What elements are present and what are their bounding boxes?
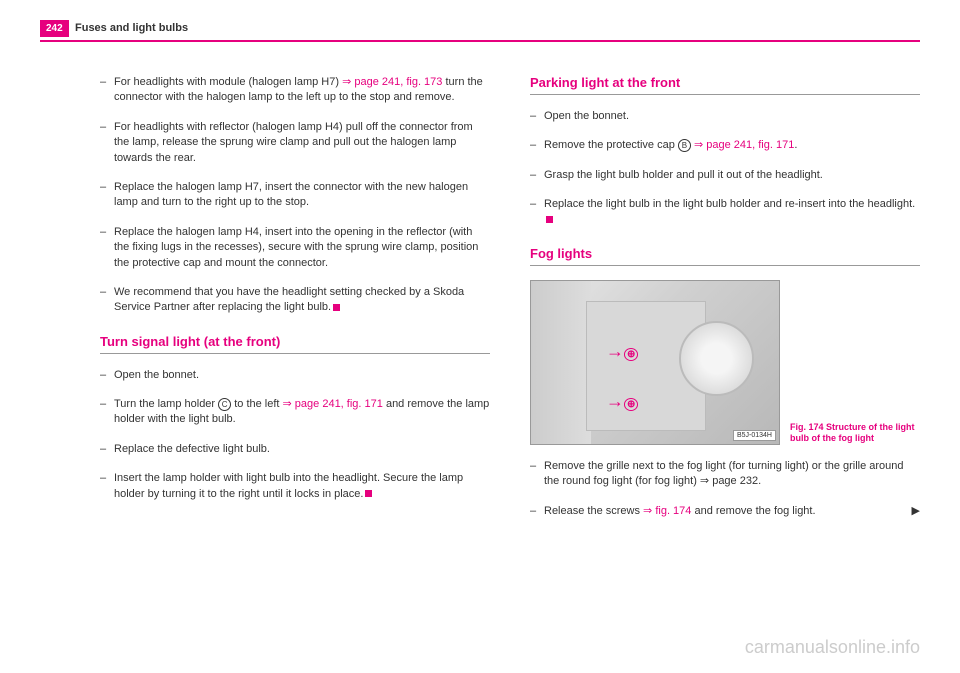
bullet-dash: –: [530, 168, 544, 183]
list-item: – Open the bonnet.: [530, 109, 920, 124]
bullet-dash: –: [530, 459, 544, 490]
item-text: Replace the halogen lamp H4, insert into…: [114, 225, 490, 271]
figure-container: →⊕ →⊕ B5J-0134H Fig. 174 Structure of th…: [530, 280, 920, 445]
text-fragment: to the left: [231, 398, 282, 410]
page-link[interactable]: ⇒ page 241, fig. 173: [342, 76, 442, 88]
list-item: – Remove the protective cap B ⇒ page 241…: [530, 138, 920, 153]
bullet-dash: –: [100, 225, 114, 271]
figure-caption: Fig. 174 Structure of the light bulb of …: [790, 422, 920, 445]
bullet-dash: –: [100, 75, 114, 106]
page-link[interactable]: ⇒ page 241, fig. 171: [694, 139, 794, 151]
bullet-dash: –: [100, 368, 114, 383]
list-item: – For headlights with module (halogen la…: [100, 75, 490, 106]
figure-detail: [531, 281, 591, 444]
continue-icon: ▶: [912, 504, 920, 519]
left-column: – For headlights with module (halogen la…: [100, 75, 490, 533]
page-number: 242: [40, 20, 69, 37]
item-text: We recommend that you have the headlight…: [114, 285, 490, 316]
item-text: Replace the light bulb in the light bulb…: [544, 197, 920, 228]
list-item: – Grasp the light bulb holder and pull i…: [530, 168, 920, 183]
arrow-icon: →⊕: [606, 391, 638, 412]
item-text: For headlights with module (halogen lamp…: [114, 75, 490, 106]
header-title: Fuses and light bulbs: [75, 22, 188, 34]
watermark: carmanualsonline.info: [745, 637, 920, 658]
list-item: – Remove the grille next to the fog ligh…: [530, 459, 920, 490]
end-marker-icon: [365, 490, 372, 497]
item-text: Insert the lamp holder with light bulb i…: [114, 471, 490, 502]
section-divider: [530, 265, 920, 266]
section-heading: Fog lights: [530, 246, 920, 261]
list-item: – Release the screws ⇒ fig. 174 and remo…: [530, 504, 920, 519]
bullet-dash: –: [530, 138, 544, 153]
fog-light-icon: [679, 321, 754, 396]
bullet-dash: –: [100, 471, 114, 502]
item-text: Grasp the light bulb holder and pull it …: [544, 168, 920, 183]
end-marker-icon: [333, 304, 340, 311]
list-item: – Turn the lamp holder C to the left ⇒ p…: [100, 397, 490, 428]
arrow-icon: →⊕: [606, 341, 638, 362]
end-marker-icon: [546, 216, 553, 223]
figure-image: →⊕ →⊕ B5J-0134H: [530, 280, 780, 445]
text-fragment: Release the screws: [544, 505, 643, 517]
content-area: – For headlights with module (halogen la…: [100, 75, 920, 533]
text-fragment: and remove the fog light.: [691, 505, 815, 517]
text-fragment: Replace the light bulb in the light bulb…: [544, 198, 915, 210]
page-link[interactable]: ⇒ page 241, fig. 171: [283, 398, 383, 410]
item-text: For headlights with reflector (halogen l…: [114, 120, 490, 166]
item-text: Replace the halogen lamp H7, insert the …: [114, 180, 490, 211]
list-item: – Replace the halogen lamp H4, insert in…: [100, 225, 490, 271]
bullet-dash: –: [100, 180, 114, 211]
bullet-dash: –: [100, 442, 114, 457]
reference-letter: C: [218, 398, 231, 411]
item-text: Remove the protective cap B ⇒ page 241, …: [544, 138, 920, 153]
item-text: Release the screws ⇒ fig. 174 and remove…: [544, 504, 920, 519]
bullet-dash: –: [100, 285, 114, 316]
bullet-dash: –: [530, 504, 544, 519]
list-item: – Insert the lamp holder with light bulb…: [100, 471, 490, 502]
list-item: – We recommend that you have the headlig…: [100, 285, 490, 316]
text-fragment: For headlights with module (halogen lamp…: [114, 76, 342, 88]
bullet-dash: –: [100, 120, 114, 166]
bullet-dash: –: [530, 109, 544, 124]
text-fragment: We recommend that you have the headlight…: [114, 286, 464, 313]
text-fragment: .: [794, 139, 797, 151]
list-item: – Replace the defective light bulb.: [100, 442, 490, 457]
item-text: Remove the grille next to the fog light …: [544, 459, 920, 490]
text-fragment: Turn the lamp holder: [114, 398, 218, 410]
page-link[interactable]: ⇒ fig. 174: [643, 505, 691, 517]
figure-label: B5J-0134H: [733, 430, 776, 441]
list-item: – Replace the light bulb in the light bu…: [530, 197, 920, 228]
item-text: Open the bonnet.: [544, 109, 920, 124]
right-column: Parking light at the front – Open the bo…: [530, 75, 920, 533]
list-item: – Open the bonnet.: [100, 368, 490, 383]
section-divider: [100, 353, 490, 354]
list-item: – For headlights with reflector (halogen…: [100, 120, 490, 166]
list-item: – Replace the halogen lamp H7, insert th…: [100, 180, 490, 211]
bullet-dash: –: [100, 397, 114, 428]
bullet-dash: –: [530, 197, 544, 228]
item-text: Open the bonnet.: [114, 368, 490, 383]
item-text: Turn the lamp holder C to the left ⇒ pag…: [114, 397, 490, 428]
header-line: [40, 40, 920, 42]
item-text: Replace the defective light bulb.: [114, 442, 490, 457]
section-divider: [530, 94, 920, 95]
text-fragment: Remove the protective cap: [544, 139, 678, 151]
section-heading: Parking light at the front: [530, 75, 920, 90]
text-fragment: Insert the lamp holder with light bulb i…: [114, 472, 463, 499]
section-heading: Turn signal light (at the front): [100, 334, 490, 349]
reference-letter: B: [678, 139, 691, 152]
